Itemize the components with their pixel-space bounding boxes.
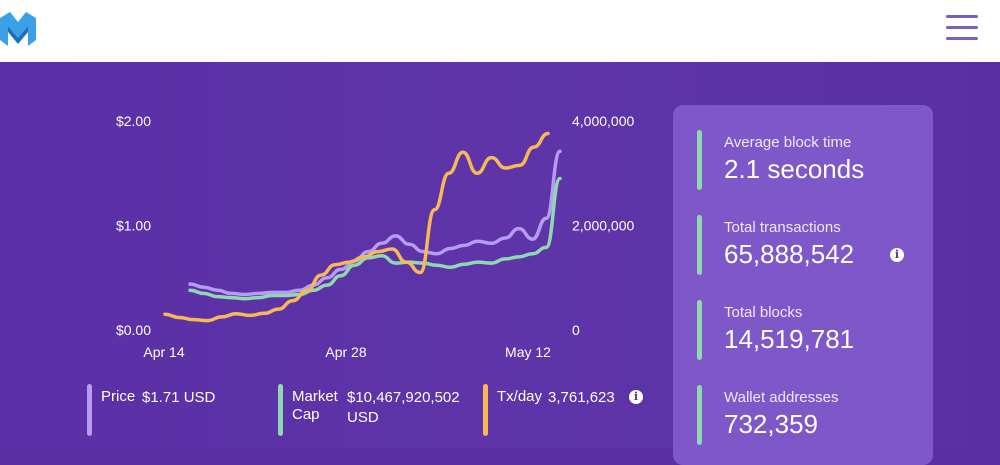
y-right-tick-label: 2,000,000 bbox=[572, 218, 634, 234]
stat-label: Total transactions bbox=[724, 219, 841, 236]
stat-label: Wallet addresses bbox=[724, 389, 839, 406]
stat-average-block-time: Average block time 2.1 seconds bbox=[697, 130, 927, 190]
stat-wallet-addresses: Wallet addresses 732,359 bbox=[697, 385, 927, 445]
x-tick-label: May 12 bbox=[505, 344, 551, 360]
y-right-tick-label: 4,000,000 bbox=[572, 113, 634, 129]
legend-price-value: $1.71 USD bbox=[142, 389, 216, 406]
legend-tx-per-day-label: Tx/day bbox=[497, 388, 543, 405]
legend-tx-per-day-value: 3,761,623 bbox=[548, 389, 615, 406]
stat-label: Average block time bbox=[724, 134, 852, 151]
legend-tx-per-day: Tx/day 3,761,623 i bbox=[483, 384, 653, 436]
legend-price-label: Price bbox=[101, 388, 136, 405]
market-cap-series-line bbox=[188, 176, 562, 301]
price-series-line bbox=[188, 149, 562, 297]
stat-accent-bar bbox=[697, 130, 702, 190]
legend-market-cap: Market Cap $10,467,920,502 USD bbox=[278, 384, 478, 436]
tx-per-day-series-line bbox=[163, 131, 550, 323]
stat-accent-bar bbox=[697, 215, 702, 275]
stat-total-blocks: Total blocks 14,519,781 bbox=[697, 300, 927, 360]
legend-price: Price $1.71 USD bbox=[87, 384, 257, 436]
hamburger-menu-icon[interactable] bbox=[946, 15, 978, 41]
x-tick-label: Apr 14 bbox=[143, 344, 184, 360]
stat-value: 65,888,542 bbox=[724, 239, 855, 269]
stat-label: Total blocks bbox=[724, 304, 803, 321]
stats-panel: Average block time 2.1 seconds Total tra… bbox=[673, 105, 933, 465]
legend-market-cap-label: Market Cap bbox=[292, 388, 338, 423]
legend-price-swatch bbox=[87, 384, 92, 436]
stat-accent-bar bbox=[697, 300, 702, 360]
x-tick-label: Apr 28 bbox=[325, 344, 366, 360]
stat-accent-bar bbox=[697, 385, 702, 445]
stat-value: 732,359 bbox=[724, 409, 818, 439]
y-left-tick-label: $0.00 bbox=[116, 322, 151, 338]
stat-value: 14,519,781 bbox=[724, 324, 855, 354]
legend-tx-per-day-swatch bbox=[483, 384, 488, 436]
y-left-tick-label: $1.00 bbox=[116, 218, 151, 234]
info-icon[interactable]: i bbox=[890, 248, 904, 262]
y-left-tick-label: $2.00 bbox=[116, 113, 151, 129]
activity-chart: $2.00 $1.00 $0.00 4,000,000 2,000,000 0 Apr … bbox=[116, 113, 635, 360]
info-icon[interactable]: i bbox=[629, 390, 643, 404]
metis-m-logo[interactable] bbox=[0, 12, 36, 46]
stat-value: 2.1 seconds bbox=[724, 154, 865, 184]
legend-market-cap-swatch bbox=[278, 384, 283, 436]
legend-market-cap-value: $10,467,920,502 USD bbox=[347, 389, 460, 426]
stat-total-transactions: Total transactions 65,888,542 i bbox=[697, 215, 927, 275]
top-header bbox=[0, 0, 1000, 62]
y-right-tick-label: 0 bbox=[572, 322, 580, 338]
